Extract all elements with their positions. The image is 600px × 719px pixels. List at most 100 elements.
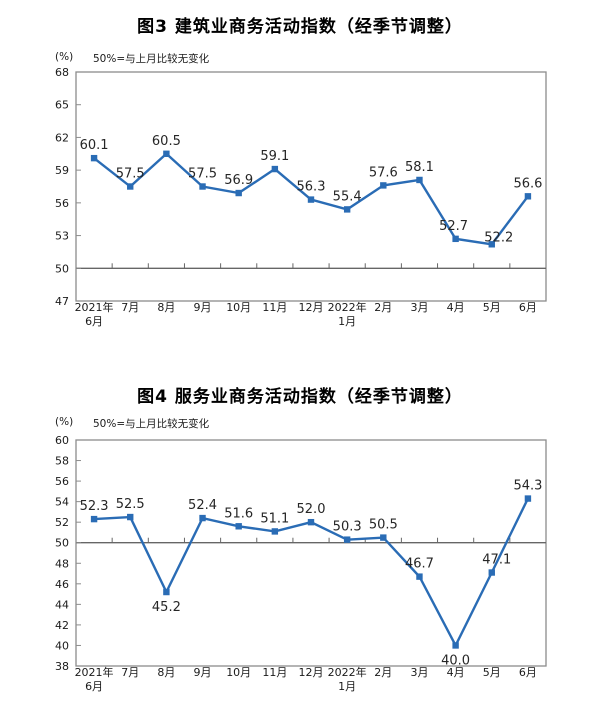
x-axis-label: 3月: [410, 666, 428, 679]
data-point-marker: [90, 154, 98, 162]
data-point-label: 52.2: [484, 230, 513, 245]
x-axis-label: 5月: [483, 666, 501, 679]
figure3-unit-label: (%): [55, 51, 74, 63]
x-axis-label: 2月: [374, 301, 392, 314]
data-point-label: 60.1: [80, 138, 109, 153]
data-point-marker: [271, 165, 279, 173]
x-axis-label: 6月: [519, 301, 537, 314]
x-axis-label: 5月: [483, 301, 501, 314]
y-tick-label: 50: [55, 262, 69, 275]
figure3-note: 50%=与上月比较无变化: [93, 53, 210, 65]
figure3-title: 图3 建筑业商务活动指数（经季节调整）: [137, 17, 463, 37]
data-point-marker: [380, 182, 387, 189]
data-point-marker: [452, 235, 459, 243]
y-tick-label: 42: [55, 619, 69, 632]
data-point-marker: [163, 588, 170, 596]
x-axis-label: 4月: [447, 666, 465, 679]
data-point-label: 58.1: [405, 160, 434, 175]
data-point-label: 59.1: [260, 149, 289, 164]
data-point-marker: [127, 513, 134, 521]
y-tick-label: 52: [55, 516, 69, 529]
data-point-label: 57.5: [188, 167, 217, 182]
x-axis-label: 9月: [194, 666, 212, 679]
x-axis-label: 12月: [299, 666, 324, 679]
data-point-marker: [452, 642, 459, 649]
data-point-label: 46.7: [405, 557, 434, 572]
y-tick-label: 44: [55, 598, 69, 611]
y-tick-label: 62: [55, 131, 69, 144]
data-point-label: 45.2: [152, 600, 181, 615]
x-axis-label: 6月: [85, 680, 103, 693]
y-tick-label: 59: [55, 164, 69, 177]
data-point-marker: [127, 183, 134, 190]
x-axis-label: 9月: [194, 301, 212, 314]
data-point-marker: [199, 514, 206, 522]
data-point-label: 57.6: [369, 165, 398, 180]
x-axis-label: 2月: [374, 666, 392, 679]
x-axis-label: 6月: [519, 666, 537, 679]
data-point-marker: [343, 206, 351, 213]
data-point-marker: [488, 569, 495, 576]
data-point-label: 54.3: [513, 479, 542, 494]
figure4-note: 50%=与上月比较无变化: [93, 418, 210, 430]
data-point-label: 56.6: [513, 176, 542, 191]
data-point-label: 47.1: [482, 553, 511, 568]
y-tick-label: 65: [55, 99, 69, 112]
x-axis-label: 2021年: [75, 665, 114, 679]
data-point-label: 50.5: [369, 518, 398, 533]
y-tick-label: 68: [55, 66, 69, 79]
x-axis-label: 7月: [121, 301, 139, 314]
data-point-label: 52.4: [188, 498, 217, 513]
data-point-marker: [271, 528, 279, 535]
data-point-marker: [524, 193, 532, 200]
x-axis-label: 8月: [157, 666, 175, 679]
y-tick-label: 56: [55, 475, 69, 488]
data-point-label: 40.0: [441, 653, 470, 668]
data-point-marker: [90, 515, 98, 523]
figure4-title: 图4 服务业商务活动指数（经季节调整）: [137, 387, 463, 407]
x-axis-label: 11月: [262, 301, 287, 314]
x-axis-label: 10月: [226, 301, 251, 314]
x-axis-label: 7月: [121, 666, 139, 679]
y-tick-label: 48: [55, 557, 69, 570]
x-axis-label: 2022年: [328, 300, 367, 314]
data-point-marker: [416, 176, 423, 184]
x-axis-label: 8月: [157, 301, 175, 314]
data-point-marker: [163, 150, 170, 157]
y-tick-label: 38: [55, 660, 69, 673]
data-point-label: 52.0: [297, 502, 326, 517]
data-point-label: 52.7: [439, 219, 468, 234]
data-point-marker: [307, 518, 315, 526]
data-point-label: 60.5: [152, 134, 181, 149]
data-point-label: 57.5: [116, 167, 145, 182]
y-tick-label: 47: [55, 295, 69, 308]
data-point-marker: [199, 183, 206, 190]
y-tick-label: 50: [55, 537, 69, 550]
x-axis-label: 4月: [447, 301, 465, 314]
plot-border: [75, 439, 547, 667]
data-point-label: 51.6: [224, 506, 253, 521]
data-point-marker: [524, 495, 532, 502]
data-point-marker: [343, 536, 351, 543]
x-axis-label: 2021年: [75, 300, 114, 314]
data-point-label: 52.5: [116, 497, 145, 512]
y-tick-label: 53: [55, 230, 69, 243]
data-point-marker: [235, 523, 242, 530]
x-axis-label: 1月: [338, 315, 356, 328]
y-tick-label: 40: [55, 639, 69, 652]
data-point-label: 51.1: [260, 511, 289, 526]
plot-border: [75, 71, 547, 302]
data-point-label: 56.3: [297, 180, 326, 195]
x-axis-label: 1月: [338, 680, 356, 693]
data-point-label: 52.3: [80, 499, 109, 514]
x-axis-label: 2022年: [328, 665, 367, 679]
figure4-unit-label: (%): [55, 416, 74, 428]
x-axis-label: 6月: [85, 315, 103, 328]
figure4-line-chart: 38 40 42 44 46 48 50 52 54 56 58 60 52.3 52.5 45.2 52.4…: [55, 434, 547, 693]
data-point-label: 56.9: [224, 173, 253, 188]
y-tick-label: 60: [55, 434, 69, 447]
data-point-label: 55.4: [333, 189, 362, 204]
data-point-label: 50.3: [333, 520, 362, 535]
y-tick-label: 56: [55, 197, 69, 210]
x-axis-label: 12月: [299, 301, 324, 314]
